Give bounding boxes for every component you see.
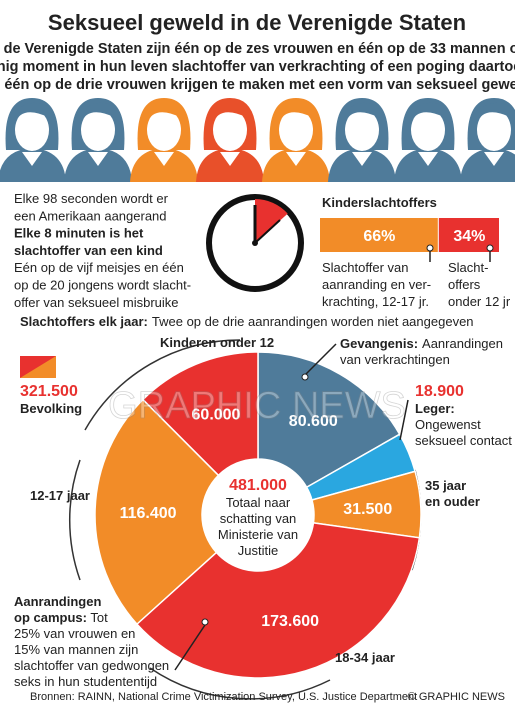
category-label: en ouder <box>425 494 480 509</box>
annotation: krachting, 12-17 jr. <box>322 294 429 309</box>
fact: Elke 98 seconden wordt er <box>14 191 169 206</box>
figure-hair <box>146 102 182 124</box>
category-note: Aanrandingen <box>422 336 503 351</box>
annotation: Slacht- <box>448 260 488 275</box>
segment-label: 60.000 <box>192 406 241 423</box>
figures <box>0 98 515 182</box>
campus-note: Aanrandingen <box>14 594 101 609</box>
annotation: Slachtoffer van <box>322 260 408 275</box>
chart-title: Slachtoffers elk jaar: <box>20 314 148 329</box>
chart-title: Slachtoffers elk jaar: Twee op de drie aa… <box>20 314 474 329</box>
category-note: Ongewenst <box>415 417 481 432</box>
pointer-dot <box>486 244 494 252</box>
category-label: Kinderen onder 12 <box>160 335 274 350</box>
pointer <box>399 399 409 441</box>
figure-hair <box>476 102 512 124</box>
campus-note: op campus: Tot <box>14 610 108 625</box>
total-note: Justitie <box>238 543 278 558</box>
segment-label: 173.600 <box>261 613 319 630</box>
figure-collar <box>352 152 372 166</box>
campus-note: slachtoffer van gedwongen <box>14 658 169 673</box>
pointer-dot <box>426 244 434 252</box>
category-note: van verkrachtingen <box>340 352 450 367</box>
source: Bronnen: RAINN, National Crime Victimiza… <box>30 691 417 703</box>
category-label: Leger: <box>415 401 455 416</box>
legend-label: Bevolking <box>20 401 82 416</box>
figure-hair <box>410 102 446 124</box>
fact: op de 20 jongens wordt slacht- <box>14 278 191 293</box>
bar-title: Kinderslachtoffers <box>322 195 437 210</box>
figure-collar <box>418 152 438 166</box>
segment-label: 18.900 <box>415 383 464 400</box>
donut-hole <box>202 459 314 571</box>
figure-face <box>345 109 379 151</box>
subtitle: en één op de drie vrouwen krijgen te mak… <box>0 77 515 93</box>
legend-swatch <box>20 356 56 378</box>
fact: offer van seksueel misbruike <box>14 295 179 310</box>
annotation: aanranding en ver- <box>322 277 431 292</box>
legend-value: 321.500 <box>20 383 78 400</box>
subtitle: In de Verenigde Staten zijn één op de ze… <box>0 41 515 57</box>
figure-collar <box>484 152 504 166</box>
bar-label: 66% <box>363 228 395 245</box>
category-label: Gevangenis: <box>340 336 418 351</box>
segment-label: 116.400 <box>120 505 177 522</box>
campus-note: 15% van mannen zijn <box>14 642 138 657</box>
pointer-dot <box>201 618 209 626</box>
total-note: Ministerie van <box>218 527 298 542</box>
campus-note: Tot <box>87 610 108 625</box>
figure-face <box>279 109 313 151</box>
title: Seksueel geweld in de Verenigde Staten <box>48 10 466 35</box>
fact: slachtoffer van een kind <box>14 243 163 258</box>
annotation: offers <box>448 277 481 292</box>
watermark: GRAPHIC NEWS <box>108 385 406 427</box>
figure-hair <box>344 102 380 124</box>
figure-hair <box>278 102 314 124</box>
figure-hair <box>80 102 116 124</box>
total-note: schatting van <box>220 511 297 526</box>
clock <box>206 194 304 292</box>
segment-label: 31.500 <box>343 501 392 518</box>
figure-hair <box>14 102 50 124</box>
bar-label: 34% <box>453 228 485 245</box>
pointer-dot <box>301 373 309 381</box>
figure-face <box>147 109 181 151</box>
category-label: Gevangenis: Aanrandingen <box>340 336 503 351</box>
campus-note: op campus: <box>14 610 87 625</box>
figure-collar <box>22 152 42 166</box>
figure-face <box>477 109 511 151</box>
figure-hair <box>212 102 248 124</box>
figure-collar <box>88 152 108 166</box>
category-label: 12-17 jaar <box>30 488 90 503</box>
figure-body <box>460 148 515 182</box>
category-label: 18-34 jaar <box>335 650 395 665</box>
category-note: seksueel contact <box>415 433 512 448</box>
figure-body <box>0 148 66 182</box>
figure-collar <box>154 152 174 166</box>
fact: een Amerikaan aangerand <box>14 208 167 223</box>
pointer <box>174 624 206 671</box>
figure-face <box>15 109 49 151</box>
subtitle: enig moment in hun leven slachtoffer van… <box>0 59 515 75</box>
pointer <box>304 343 337 376</box>
segment-label: 80.600 <box>289 413 338 430</box>
figure-face <box>213 109 247 151</box>
fact: Eén op de vijf meisjes en één <box>14 260 184 275</box>
figure-face <box>81 109 115 151</box>
category-label: 35 jaar <box>425 478 466 493</box>
total-value: 481.000 <box>229 477 287 494</box>
total-note: Totaal naar <box>226 495 291 510</box>
annotation: onder 12 jr <box>448 294 511 309</box>
campus-note: 25% van vrouwen en <box>14 626 135 641</box>
figure-collar <box>286 152 306 166</box>
figure-face <box>411 109 445 151</box>
campus-note: seks in hun studententijd <box>14 674 157 689</box>
credit: © GRAPHIC NEWS <box>408 691 505 703</box>
figure-collar <box>220 152 240 166</box>
bar <box>320 218 438 252</box>
fact: Elke 8 minuten is het <box>14 226 144 241</box>
chart-subtitle: Twee op de drie aanrandingen worden niet… <box>152 314 474 329</box>
